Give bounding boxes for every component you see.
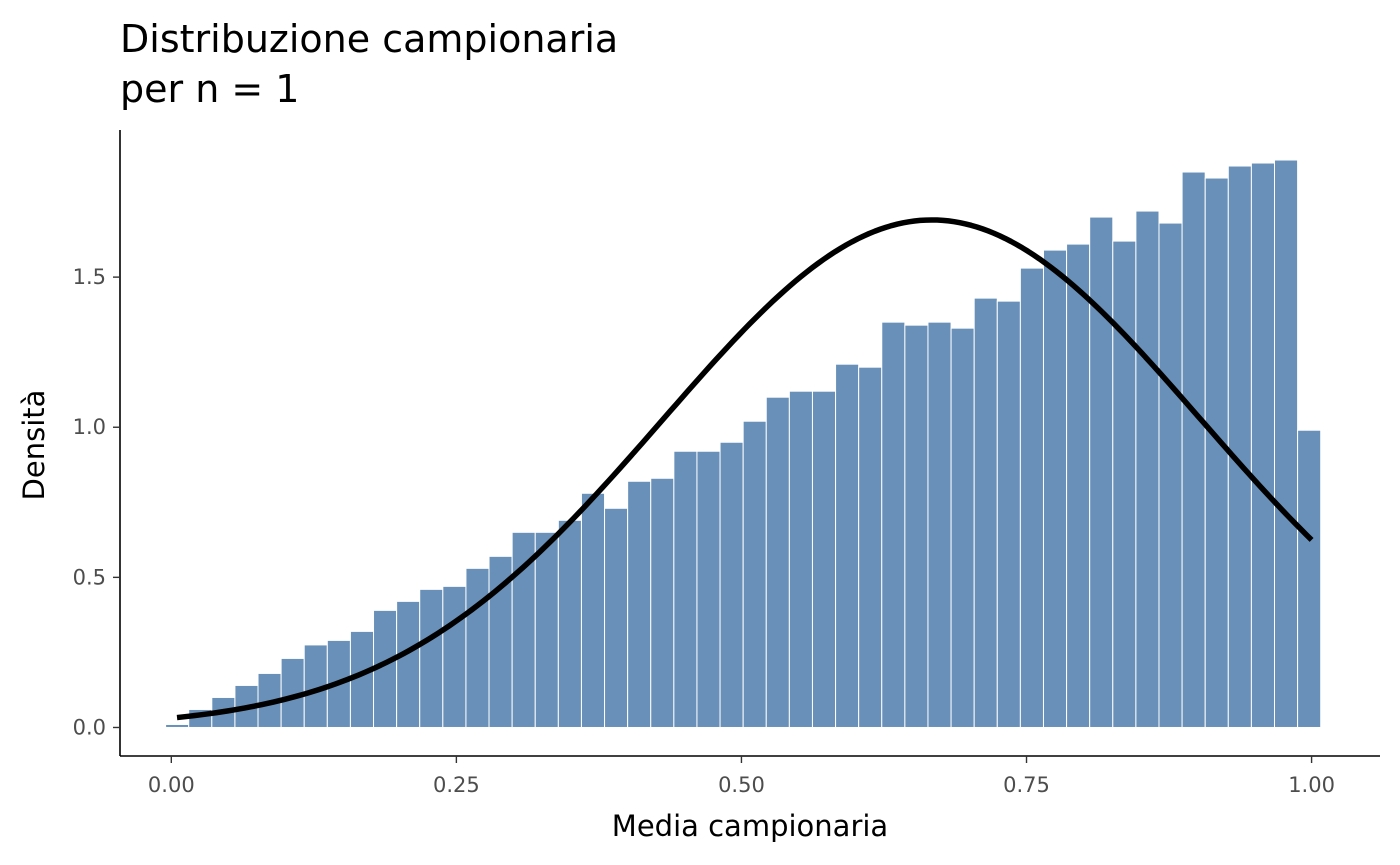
histogram-bar [396, 600, 421, 728]
y-tick-label: 1.5 [73, 265, 106, 289]
x-tick-label: 0.75 [1003, 773, 1050, 797]
histogram-bar [1135, 210, 1160, 728]
histogram-bar [442, 585, 467, 728]
histogram-bar [604, 507, 629, 728]
histogram-bar [996, 300, 1021, 728]
histogram-bar [1250, 162, 1276, 728]
histogram-bars [165, 159, 1322, 728]
chart-title-line-1: Distribuzione campionaria [120, 17, 618, 61]
histogram-bar [811, 390, 837, 728]
histogram-bar [557, 519, 582, 728]
histogram-bar [788, 390, 813, 728]
density-curve [176, 217, 1314, 721]
histogram-bar [1089, 216, 1114, 728]
x-tick-label: 0.00 [148, 773, 195, 797]
histogram-bar [765, 396, 790, 728]
histogram-bar [858, 366, 883, 728]
y-tick-label: 0.0 [73, 715, 106, 739]
y-tick-label: 0.5 [73, 565, 106, 589]
histogram-bar [1227, 165, 1252, 728]
histogram-bar [165, 723, 190, 728]
density-curve-layer [176, 217, 1314, 721]
y-axis-title: Densità [17, 390, 51, 501]
histogram-bar [465, 567, 490, 728]
histogram-bar [950, 327, 975, 728]
histogram-bar [1019, 267, 1044, 728]
histogram-bar [719, 441, 744, 728]
x-tick-label: 0.50 [718, 773, 765, 797]
histogram-bar [927, 321, 952, 728]
histogram-bar [835, 363, 860, 728]
x-axis-title: Media campionaria [612, 809, 888, 843]
histogram-bar [1158, 222, 1183, 728]
histogram-bar [881, 321, 906, 728]
histogram-bar [742, 420, 767, 728]
chart-title-line-2: per n = 1 [120, 67, 299, 111]
histogram-bar [1297, 429, 1322, 728]
histogram-bar [1066, 243, 1091, 728]
histogram-bar [1181, 171, 1206, 728]
histogram-bar [696, 450, 721, 728]
histogram-bar [1274, 159, 1299, 728]
histogram-bar [419, 588, 444, 728]
histogram-bar [673, 450, 698, 728]
histogram-bar [1204, 177, 1229, 728]
histogram-bar [580, 492, 606, 728]
x-axis-ticks: 0.00 0.25 0.50 0.75 1.00 [148, 756, 1335, 797]
histogram-bar [904, 324, 929, 728]
histogram-bar [973, 297, 998, 728]
histogram-bar [534, 531, 559, 728]
y-tick-label: 1.0 [73, 415, 106, 439]
y-axis-ticks: 0.0 0.5 1.0 1.5 [73, 265, 120, 739]
x-tick-label: 1.00 [1288, 773, 1335, 797]
histogram-bar [650, 477, 675, 728]
histogram-bar [1042, 249, 1068, 728]
histogram-bar [627, 480, 652, 728]
histogram-bar [1112, 240, 1137, 728]
x-tick-label: 0.25 [433, 773, 480, 797]
